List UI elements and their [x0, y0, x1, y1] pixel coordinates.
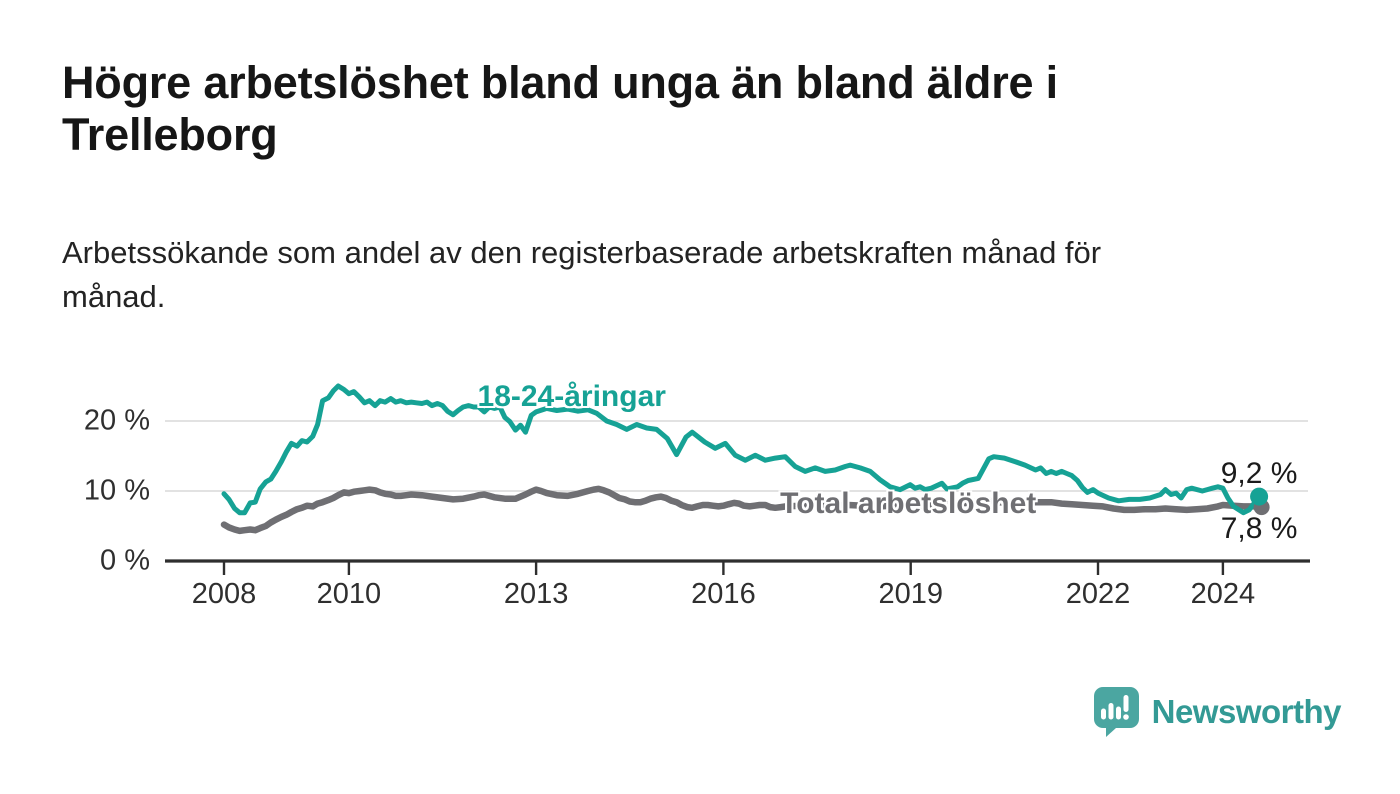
newsworthy-logo-icon: [1093, 687, 1139, 737]
value-label-youth: 9,2 %: [1220, 457, 1298, 491]
y-tick-label: 10 %: [83, 474, 150, 507]
chart-subtitle: Arbetssökande som andel av den registerb…: [62, 231, 1262, 319]
logo-bar-2: [1108, 703, 1114, 720]
newsworthy-logo-text: Newsworthy: [1151, 693, 1342, 730]
x-tick-label: 2024: [1190, 578, 1256, 610]
logo-bar-3: [1115, 706, 1121, 720]
chart-title: Högre arbetslöshet bland unga än bland ä…: [62, 57, 1242, 161]
series-line-youth: [221, 383, 1262, 516]
end-dot-youth: [1250, 487, 1269, 506]
chart-title-line1: Högre arbetslöshet bland unga än bland ä…: [62, 57, 1058, 108]
series-label-youth: 18-24-åringar: [477, 379, 666, 413]
y-tick-label: 20 %: [83, 404, 150, 437]
x-tick-label: 2008: [191, 578, 257, 610]
x-tick-label: 2016: [691, 578, 756, 610]
x-tick-label: 2013: [503, 578, 569, 610]
newsworthy-logo: Newsworthy: [1092, 686, 1342, 738]
logo-exclamation-dot: [1122, 714, 1129, 720]
chart-title-line2: Trelleborg: [62, 109, 278, 160]
value-label-total: 7,8 %: [1220, 511, 1298, 545]
series-label-total: Total arbetslöshet: [780, 486, 1037, 520]
chart-subtitle-line2: månad.: [62, 279, 166, 314]
logo-bar-1: [1100, 708, 1106, 720]
x-tick-label: 2019: [878, 578, 943, 610]
series-line-total: [220, 485, 1263, 535]
x-tick-label: 2010: [316, 578, 382, 610]
logo-exclamation-bar: [1123, 695, 1129, 712]
x-tick-label: 2022: [1065, 578, 1131, 610]
y-tick-label: 0 %: [100, 544, 150, 577]
chart-subtitle-line1: Arbetssökande som andel av den registerb…: [62, 235, 1102, 270]
